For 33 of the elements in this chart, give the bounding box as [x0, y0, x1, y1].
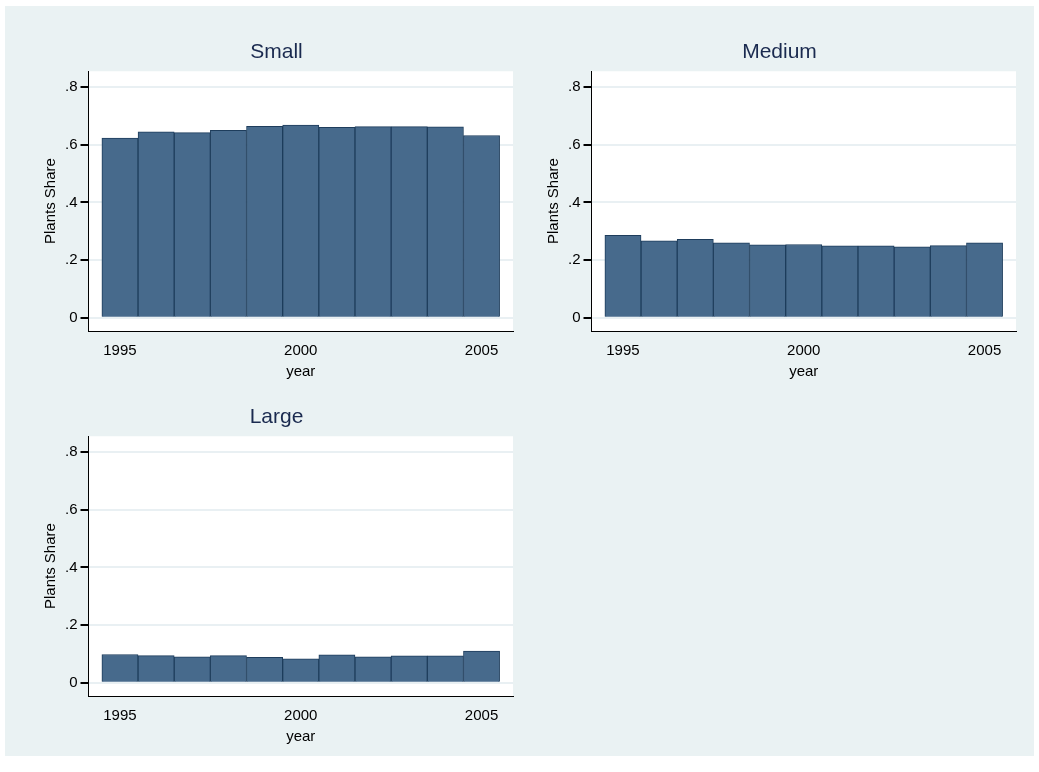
y-tick-label: .4	[64, 557, 78, 575]
x-tick-label: 2000	[284, 706, 318, 724]
x-tick-label: 1995	[606, 341, 640, 359]
x-axis-title: year	[789, 362, 819, 380]
y-tick-label: .8	[567, 77, 581, 95]
x-tick-label: 2005	[967, 341, 1002, 359]
y-tick-label: .2	[567, 250, 581, 268]
chart-title: Small	[250, 39, 303, 63]
y-axis-title: Plants Share	[41, 523, 59, 610]
chart-title: Medium	[742, 39, 817, 63]
y-tick-label: .2	[64, 250, 78, 268]
y-axis-title: Plants Share	[41, 158, 59, 245]
y-tick-label: 0	[572, 307, 581, 325]
x-tick-label: 2000	[787, 341, 821, 359]
y-tick-label: .6	[567, 134, 581, 152]
y-tick-label: .8	[64, 442, 78, 460]
y-axis-title: Plants Share	[544, 158, 562, 245]
x-tick-label: 2005	[464, 341, 499, 359]
y-tick-label: .2	[64, 615, 78, 633]
chart-title: Large	[249, 404, 304, 428]
y-tick-label: .4	[567, 192, 581, 210]
x-tick-label: 2000	[284, 341, 318, 359]
y-tick-label: .8	[64, 77, 78, 95]
y-tick-label: .6	[64, 499, 78, 517]
y-tick-label: 0	[69, 672, 78, 690]
x-tick-label: 1995	[103, 706, 137, 724]
x-axis-title: year	[286, 362, 316, 380]
x-axis-title: year	[286, 727, 316, 745]
y-tick-label: .6	[64, 134, 78, 152]
y-tick-label: .4	[64, 192, 78, 210]
y-tick-label: 0	[69, 307, 78, 325]
x-tick-label: 1995	[103, 341, 137, 359]
x-tick-label: 2005	[464, 706, 499, 724]
